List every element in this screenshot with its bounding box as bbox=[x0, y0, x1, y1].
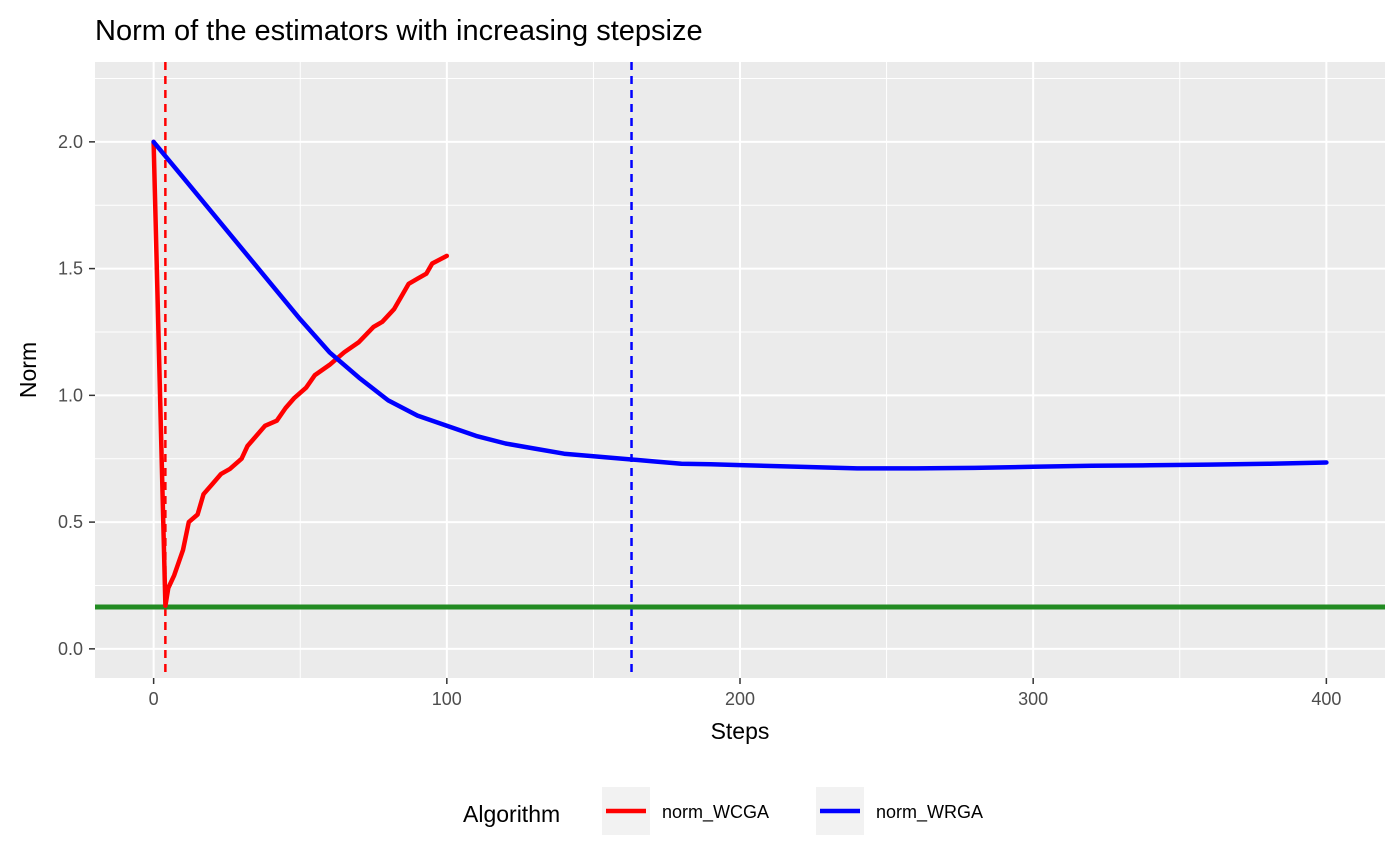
x-tick-label: 100 bbox=[432, 689, 462, 709]
x-axis-title: Steps bbox=[711, 718, 770, 744]
chart-title: Norm of the estimators with increasing s… bbox=[95, 15, 703, 47]
y-axis: 0.0 0.5 1.0 1.5 2.0 bbox=[58, 132, 95, 659]
series-line-norm_WCGA bbox=[151, 139, 450, 609]
legend-title: Algorithm bbox=[463, 801, 560, 827]
series-lines bbox=[151, 139, 1329, 609]
y-tick-label: 1.0 bbox=[58, 385, 83, 405]
y-tick-label: 0.5 bbox=[58, 512, 83, 532]
reference-lines bbox=[95, 62, 1385, 678]
x-tick-label: 200 bbox=[725, 689, 755, 709]
legend-label: norm_WCGA bbox=[662, 802, 769, 823]
legend-items: norm_WCGA norm_WRGA bbox=[602, 787, 983, 835]
x-tick-label: 400 bbox=[1311, 689, 1341, 709]
legend-label: norm_WRGA bbox=[876, 802, 983, 823]
y-tick-label: 0.0 bbox=[58, 639, 83, 659]
series-line-norm_WRGA bbox=[151, 139, 1329, 471]
y-tick-label: 1.5 bbox=[58, 259, 83, 279]
y-axis-title: Norm bbox=[15, 342, 41, 398]
grid-major bbox=[95, 62, 1385, 678]
x-tick-label: 0 bbox=[149, 689, 159, 709]
x-tick-label: 300 bbox=[1018, 689, 1048, 709]
y-tick-label: 2.0 bbox=[58, 132, 83, 152]
x-axis: 0 100 200 300 400 bbox=[149, 678, 1341, 709]
legend: Algorithm norm_WCGA norm_WRGA bbox=[463, 787, 983, 835]
